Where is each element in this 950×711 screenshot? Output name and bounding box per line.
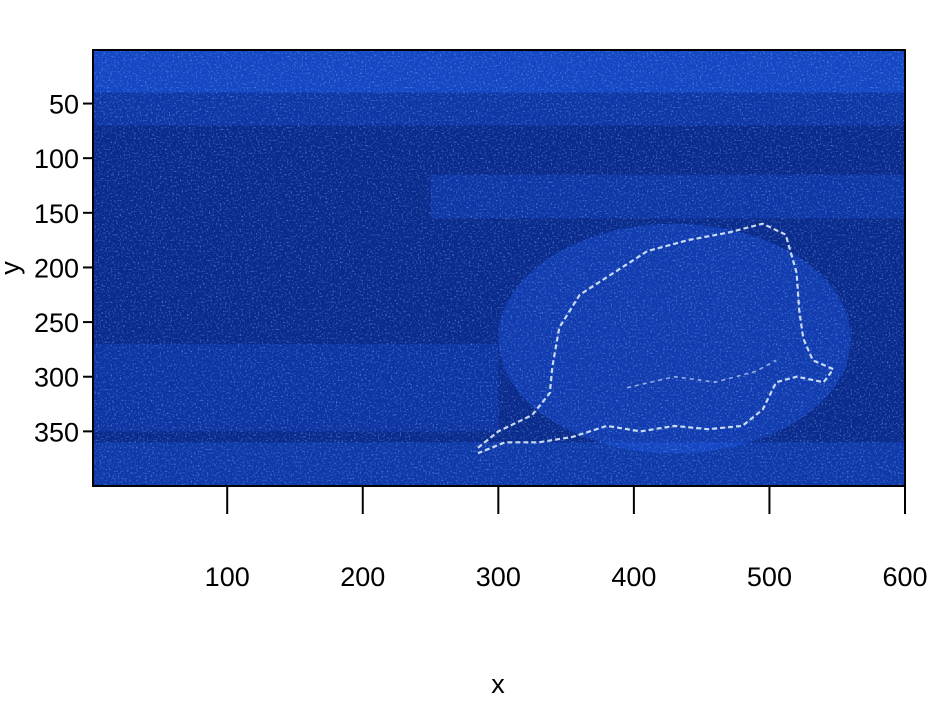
y-tick-label: 50 (49, 90, 79, 120)
y-tick-label: 350 (34, 417, 79, 447)
x-tick-label: 500 (747, 562, 792, 592)
edge-inner (626, 359, 777, 389)
y-tick-label: 300 (34, 363, 79, 393)
x-tick-label: 100 (205, 562, 250, 592)
x-axis: 100 200 300 400 500 600 (205, 486, 928, 592)
x-axis-title: x (491, 669, 505, 699)
y-axis: 50 100 150 200 250 300 350 (34, 90, 93, 447)
y-tick-label: 100 (34, 144, 79, 174)
heatmap-noise-texture (93, 50, 905, 486)
x-tick-label: 300 (476, 562, 521, 592)
heatmap-cells (93, 50, 905, 486)
y-tick-label: 200 (34, 253, 79, 283)
x-tick-label: 400 (611, 562, 656, 592)
x-tick-label: 600 (882, 562, 927, 592)
x-tick-label: 200 (340, 562, 385, 592)
y-axis-title: y (0, 261, 25, 275)
y-tick-label: 250 (34, 308, 79, 338)
y-tick-label: 150 (34, 199, 79, 229)
